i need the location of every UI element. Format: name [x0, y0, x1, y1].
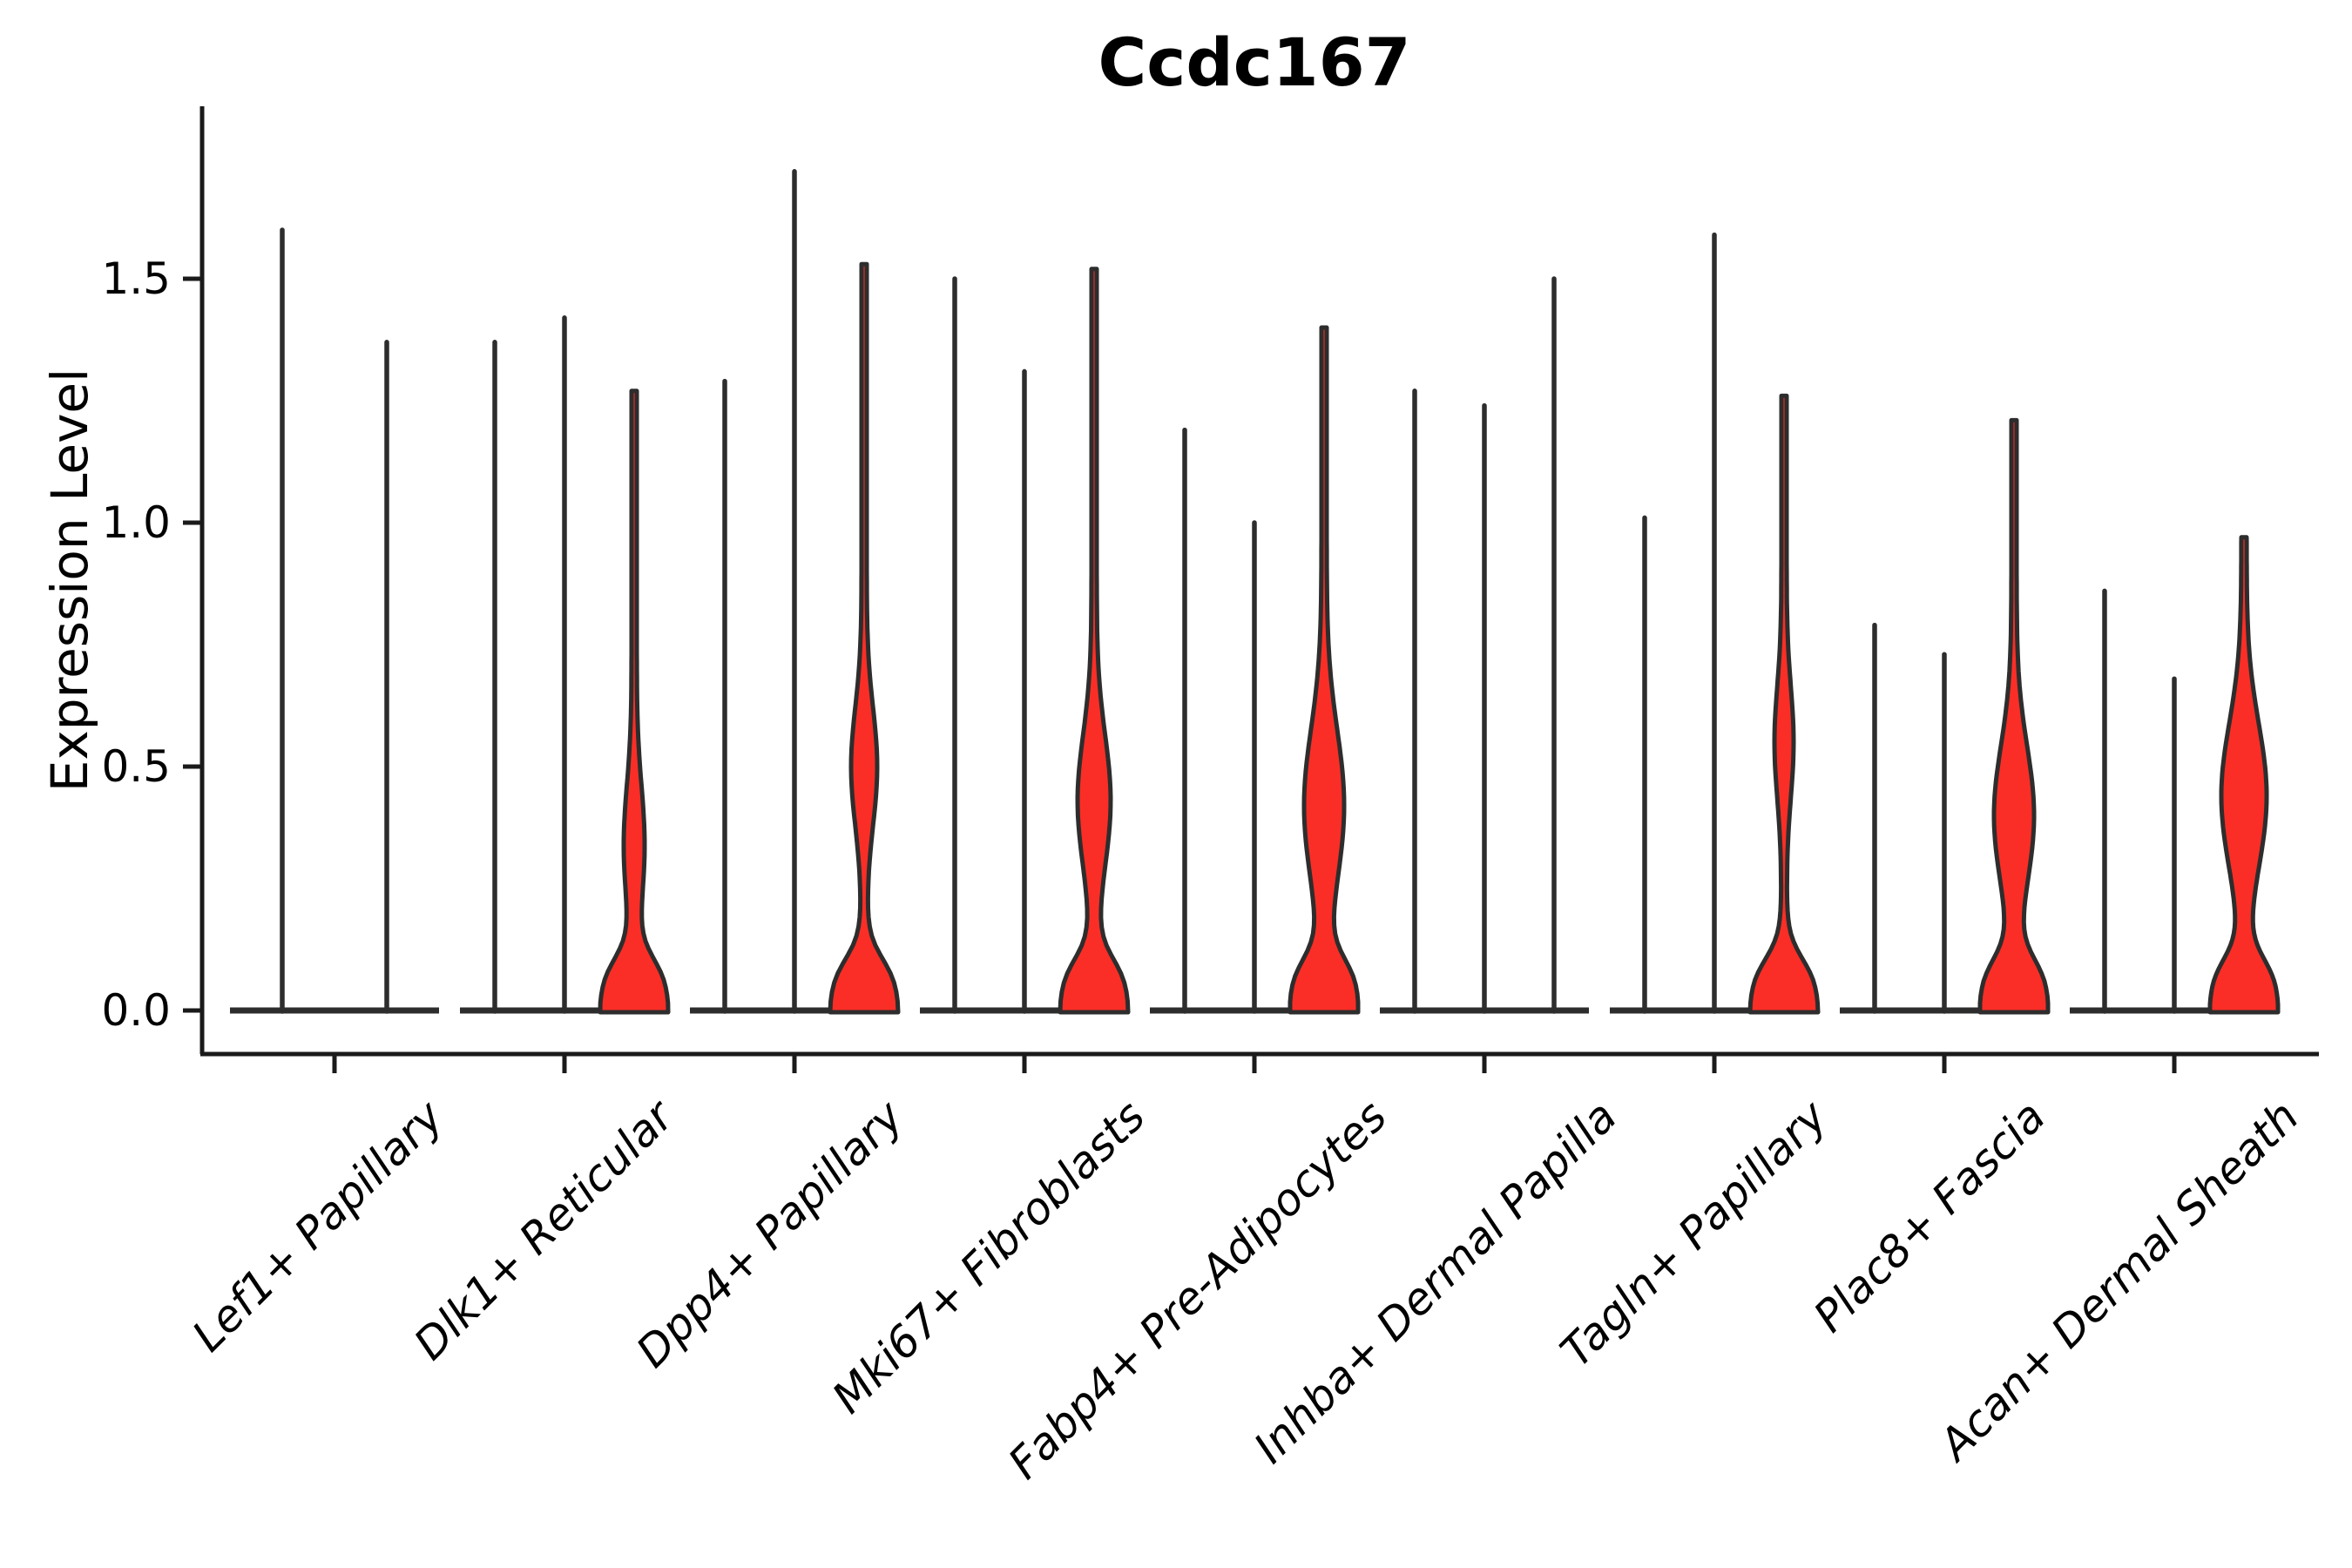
x-tick-label: Plac8+ Fascia: [1804, 1091, 2055, 1342]
violin-filled: [598, 389, 671, 1015]
y-tick-label: 1.5: [101, 253, 171, 304]
x-tick-label: Lef1+ Papillary: [183, 1090, 454, 1361]
violin-filled: [1288, 325, 1361, 1015]
violin-filled: [1977, 417, 2051, 1015]
violin-filled: [1747, 393, 1821, 1015]
violin-filled: [828, 261, 901, 1015]
x-tick-label: Inhba+ Dermal Papilla: [1245, 1091, 1626, 1472]
chart-title: Ccdc167: [1098, 24, 1411, 101]
y-tick-label: 1.0: [101, 497, 171, 548]
y-tick-label: 0.5: [101, 741, 171, 792]
violin-filled: [1058, 267, 1131, 1015]
violin-filled: [2207, 535, 2281, 1015]
y-tick-label: 0.0: [101, 985, 171, 1036]
y-axis-label: Expression Level: [40, 368, 99, 792]
